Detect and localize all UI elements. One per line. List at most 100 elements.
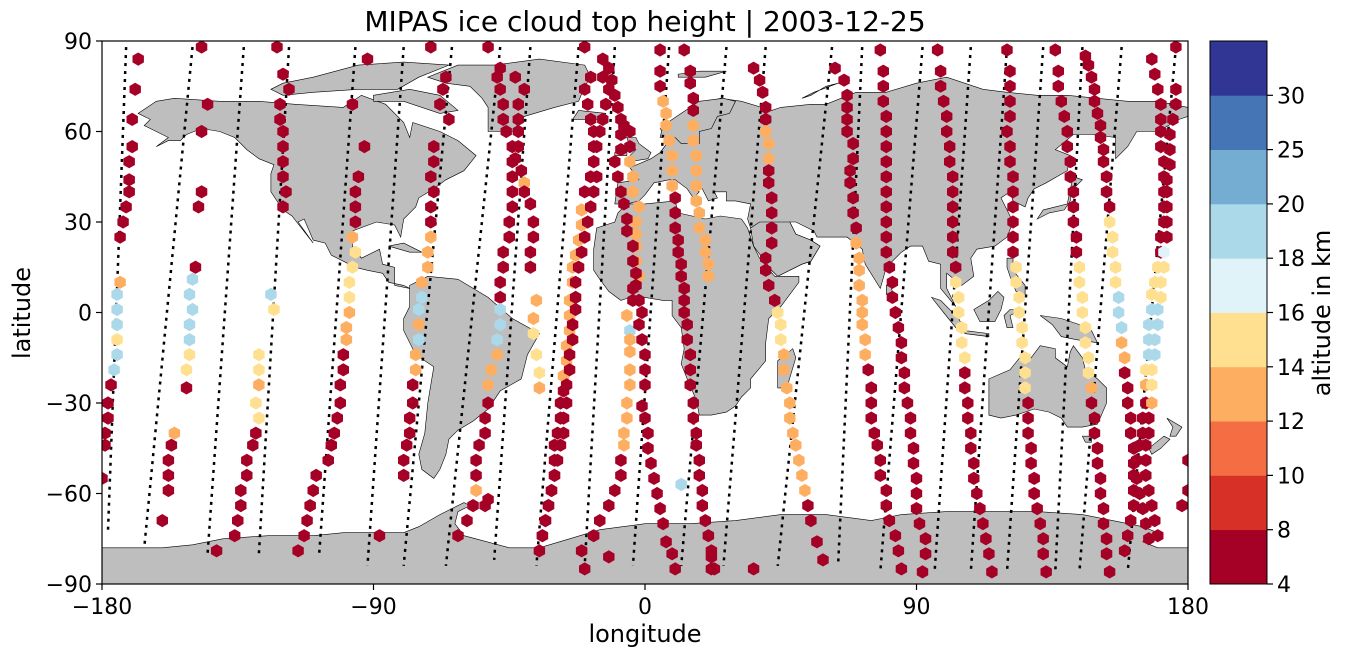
cloud-marker xyxy=(569,302,582,317)
cloud-marker xyxy=(331,411,343,425)
cloud-marker xyxy=(250,396,262,410)
cloud-marker xyxy=(624,333,636,347)
cloud-marker xyxy=(1073,275,1086,289)
cloud-marker xyxy=(1025,456,1037,470)
cloud-marker xyxy=(524,197,537,211)
cloud-marker xyxy=(880,124,892,139)
cloud-marker xyxy=(763,164,775,178)
cloud-marker xyxy=(343,290,356,304)
x-axis-ticks: −180 −90 0 90 180 xyxy=(72,584,1209,620)
cloud-marker xyxy=(621,411,633,425)
orbit-track xyxy=(492,46,532,560)
cloud-marker xyxy=(672,233,684,247)
cloud-marker xyxy=(283,82,295,96)
cloud-marker xyxy=(944,155,956,169)
cloud-marker xyxy=(769,293,781,307)
cloud-marker xyxy=(1152,318,1164,332)
cloud-marker xyxy=(1146,499,1158,513)
cloud-marker xyxy=(889,529,902,543)
cloud-marker xyxy=(847,191,859,205)
cloud-marker xyxy=(678,293,690,307)
cloud-marker xyxy=(1106,245,1119,259)
cloud-marker xyxy=(126,140,138,154)
cloud-marker xyxy=(627,239,639,253)
cloud-marker xyxy=(1158,245,1170,259)
cloud-marker xyxy=(343,275,356,289)
cloud-marker xyxy=(404,426,416,440)
cloud-marker xyxy=(772,305,784,320)
cloud-marker xyxy=(696,483,708,498)
cloud-marker xyxy=(180,381,193,395)
cloud-marker xyxy=(624,324,636,338)
cloud-marker xyxy=(950,260,962,274)
cloud-marker xyxy=(841,88,853,102)
y-tick-label: 30 xyxy=(64,211,92,236)
cloud-marker xyxy=(1164,158,1176,172)
cloud-marker xyxy=(114,230,126,244)
cloud-marker xyxy=(1103,215,1116,229)
cloud-marker xyxy=(618,426,630,440)
cloud-marker xyxy=(579,230,591,244)
cloud-marker xyxy=(518,82,530,96)
cloud-marker xyxy=(111,302,123,317)
cloud-marker xyxy=(1164,127,1176,142)
cloud-marker xyxy=(639,411,651,425)
colorbar-tick-label: 10 xyxy=(1277,464,1305,489)
cloud-marker xyxy=(307,483,319,498)
cloud-marker xyxy=(1064,170,1077,184)
colorbar-tick-label: 25 xyxy=(1277,139,1305,164)
cloud-marker xyxy=(1007,230,1019,244)
cloud-marker xyxy=(624,378,636,392)
cloud-marker xyxy=(102,471,108,485)
cloud-marker xyxy=(527,327,540,341)
cloud-marker xyxy=(841,100,853,114)
cloud-marker xyxy=(340,321,353,335)
cloud-marker xyxy=(919,532,932,546)
cloud-marker xyxy=(1085,381,1098,395)
cloud-marker xyxy=(497,112,509,126)
cloud-marker xyxy=(1128,499,1140,513)
land-scandinavia xyxy=(659,97,736,144)
cloud-marker xyxy=(129,82,141,96)
colorbar-swatch xyxy=(1210,475,1267,531)
cloud-marker xyxy=(916,565,929,579)
cloud-marker xyxy=(600,97,612,111)
cloud-marker xyxy=(660,118,672,133)
cloud-marker xyxy=(971,486,983,501)
cloud-marker xyxy=(763,278,775,292)
cloud-marker xyxy=(1128,483,1140,498)
cloud-marker xyxy=(425,200,437,214)
cloud-marker xyxy=(1067,185,1080,199)
cloud-marker xyxy=(292,544,304,558)
cloud-marker xyxy=(1010,260,1022,274)
cloud-marker xyxy=(575,203,588,217)
cloud-marker xyxy=(126,112,138,126)
orbit-track xyxy=(444,46,502,567)
cloud-marker xyxy=(965,441,977,455)
cloud-marker xyxy=(1112,290,1125,304)
land-canadian-islands xyxy=(270,61,450,96)
cloud-marker xyxy=(859,333,871,347)
cloud-marker xyxy=(790,438,802,452)
cloud-marker xyxy=(684,76,696,90)
cloud-marker xyxy=(609,483,621,498)
y-axis-label: latitude xyxy=(8,267,36,359)
cloud-marker xyxy=(428,155,440,169)
cloud-marker xyxy=(618,197,630,211)
cloud-marker xyxy=(633,200,645,214)
cloud-marker xyxy=(847,152,859,166)
cloud-marker xyxy=(195,124,208,139)
cloud-marker xyxy=(506,170,518,184)
cloud-marker xyxy=(563,348,576,362)
cloud-marker xyxy=(956,321,968,335)
cloud-marker xyxy=(669,206,681,220)
cloud-marker xyxy=(687,91,699,105)
colorbar-swatch xyxy=(1210,529,1267,585)
cloud-marker xyxy=(1109,275,1122,289)
cloud-marker xyxy=(965,426,977,440)
cloud-marker xyxy=(753,73,766,87)
cloud-marker xyxy=(1115,321,1128,335)
cloud-marker xyxy=(253,411,265,425)
cloud-marker xyxy=(156,514,168,528)
cloud-marker xyxy=(569,290,582,304)
